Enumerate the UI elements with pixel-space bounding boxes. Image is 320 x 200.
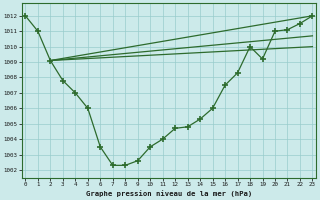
X-axis label: Graphe pression niveau de la mer (hPa): Graphe pression niveau de la mer (hPa) bbox=[86, 190, 252, 197]
